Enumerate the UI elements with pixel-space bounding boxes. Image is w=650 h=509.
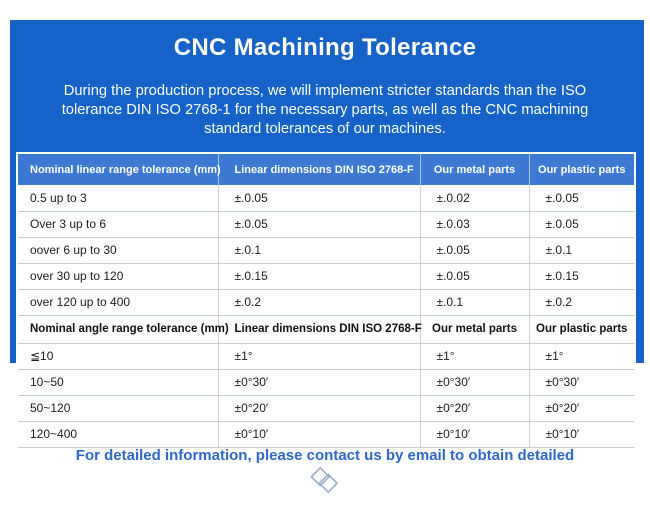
range-cell: over 30 up to 120 bbox=[18, 263, 218, 290]
col-header-din-iso: Linear dimensions DIN ISO 2768-F bbox=[217, 315, 422, 344]
value-cell: ±.0.02 bbox=[419, 185, 529, 212]
table-row: ≦10 ±1° ±1° ±1° bbox=[18, 343, 634, 370]
value-cell: ±.0.05 bbox=[217, 185, 420, 212]
col-header-metal-parts: Our metal parts bbox=[419, 154, 529, 185]
value-cell: ±0°30′ bbox=[419, 369, 529, 396]
value-cell: ±1° bbox=[217, 343, 420, 370]
col-header-nominal-angle: Nominal angle range tolerance (mm) bbox=[18, 315, 229, 344]
intro-line: tolerance DIN ISO 2768-1 for the necessa… bbox=[61, 102, 589, 118]
intro-paragraph: During the production process, we will i… bbox=[0, 82, 650, 139]
value-cell: ±0°20′ bbox=[528, 395, 634, 422]
range-cell: 50~120 bbox=[18, 395, 218, 422]
table-row: 50~120 ±0°20′ ±0°20′ ±0°20′ bbox=[18, 395, 634, 422]
value-cell: ±0°20′ bbox=[419, 395, 529, 422]
value-cell: ±0°20′ bbox=[217, 395, 420, 422]
contact-note[interactable]: For detailed information, please contact… bbox=[75, 447, 575, 464]
table-row: 120~400 ±0°10′ ±0°10′ ±0°10′ bbox=[18, 421, 634, 448]
table-row: oover 6 up to 30 ±.0.1 ±.0.05 ±.0.1 bbox=[18, 237, 634, 264]
col-header-metal-parts: Our metal parts bbox=[419, 315, 529, 344]
value-cell: ±0°10′ bbox=[528, 421, 634, 448]
range-cell: oover 6 up to 30 bbox=[18, 237, 218, 264]
value-cell: ±.0.03 bbox=[419, 211, 529, 238]
intro-line: standard tolerances of our machines. bbox=[204, 121, 446, 137]
value-cell: ±0°10′ bbox=[217, 421, 420, 448]
value-cell: ±.0.15 bbox=[217, 263, 420, 290]
range-cell: ≦10 bbox=[18, 343, 218, 370]
table-row: Over 3 up to 6 ±.0.05 ±.0.03 ±.0.05 bbox=[18, 211, 634, 238]
value-cell: ±.0.2 bbox=[217, 289, 420, 316]
value-cell: ±1° bbox=[528, 343, 634, 370]
value-cell: ±.0.05 bbox=[528, 211, 634, 238]
intro-line: During the production process, we will i… bbox=[63, 83, 587, 99]
value-cell: ±.0.05 bbox=[419, 263, 529, 290]
value-cell: ±.0.1 bbox=[217, 237, 420, 264]
value-cell: ±1° bbox=[419, 343, 529, 370]
page-title: CNC Machining Tolerance bbox=[173, 34, 477, 61]
range-cell: 120~400 bbox=[18, 421, 218, 448]
value-cell: ±0°10′ bbox=[419, 421, 529, 448]
table-row: over 120 up to 400 ±.0.2 ±.0.1 ±.0.2 bbox=[18, 289, 634, 316]
value-cell: ±.0.2 bbox=[528, 289, 634, 316]
range-cell: 0.5 up to 3 bbox=[18, 185, 218, 212]
value-cell: ±.0.05 bbox=[217, 211, 420, 238]
col-header-plastic-parts: Our plastic parts bbox=[528, 154, 634, 185]
value-cell: ±.0.15 bbox=[528, 263, 634, 290]
value-cell: ±0°30′ bbox=[217, 369, 420, 396]
overlapping-diamonds-icon bbox=[306, 466, 344, 496]
table-row: 0.5 up to 3 ±.0.05 ±.0.02 ±.0.05 bbox=[18, 185, 634, 212]
value-cell: ±.0.05 bbox=[419, 237, 529, 264]
col-header-plastic-parts: Our plastic parts bbox=[528, 315, 634, 344]
range-cell: Over 3 up to 6 bbox=[18, 211, 218, 238]
range-cell: 10~50 bbox=[18, 369, 218, 396]
col-header-din-iso: Linear dimensions DIN ISO 2768-F bbox=[217, 154, 420, 185]
value-cell: ±.0.05 bbox=[528, 185, 634, 212]
col-header-nominal-linear: Nominal linear range tolerance (mm) bbox=[18, 154, 221, 185]
value-cell: ±.0.1 bbox=[528, 237, 634, 264]
tolerance-table-container: Nominal linear range tolerance (mm) Line… bbox=[16, 152, 636, 450]
value-cell: ±.0.1 bbox=[419, 289, 529, 316]
value-cell: ±0°30′ bbox=[528, 369, 634, 396]
range-cell: over 120 up to 400 bbox=[18, 289, 218, 316]
angle-header-row: Nominal angle range tolerance (mm) Linea… bbox=[18, 315, 634, 344]
linear-header-row: Nominal linear range tolerance (mm) Line… bbox=[18, 154, 634, 185]
tolerance-table: Nominal linear range tolerance (mm) Line… bbox=[18, 154, 634, 448]
table-row: 10~50 ±0°30′ ±0°30′ ±0°30′ bbox=[18, 369, 634, 396]
table-row: over 30 up to 120 ±.0.15 ±.0.05 ±.0.15 bbox=[18, 263, 634, 290]
